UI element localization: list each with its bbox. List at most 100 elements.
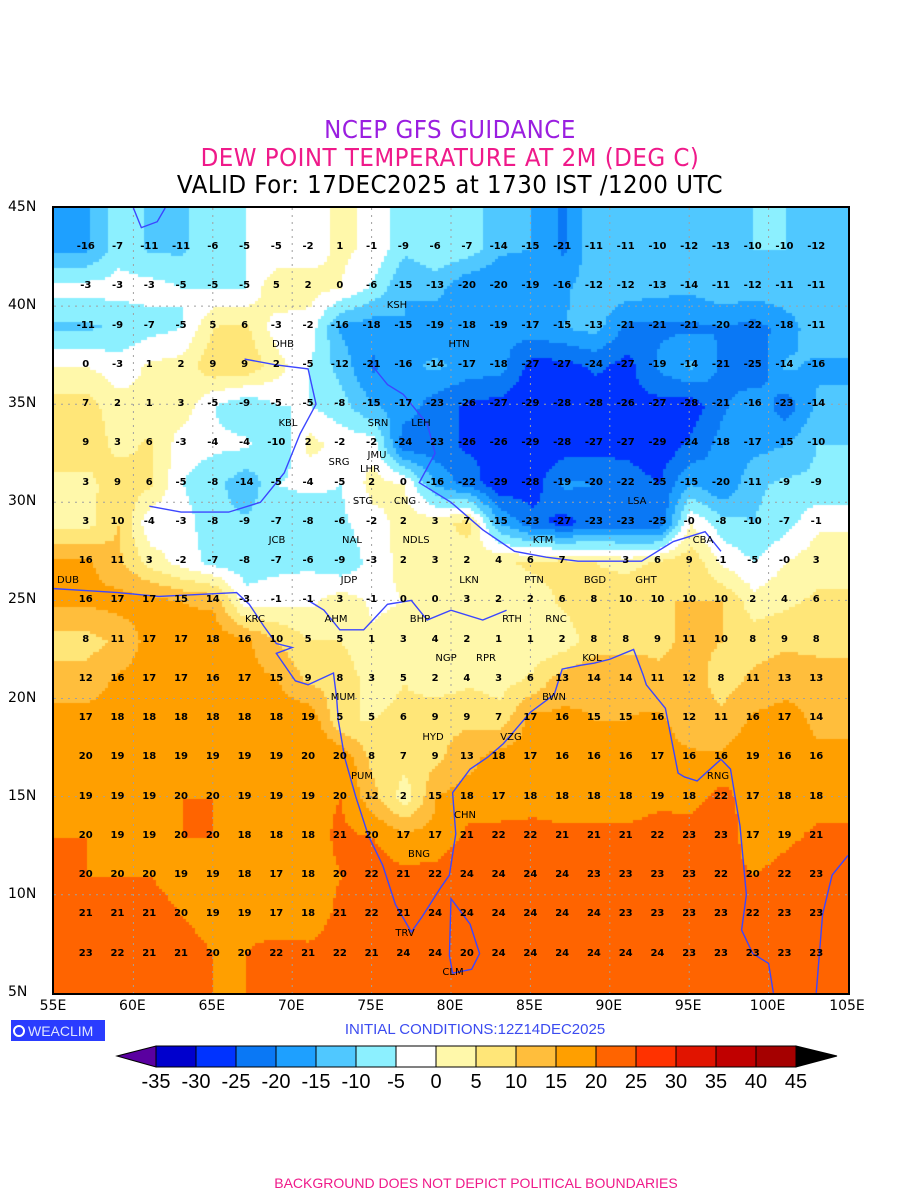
grid-value: -13	[426, 280, 445, 292]
grid-value: 24	[523, 908, 538, 920]
grid-value: -2	[302, 241, 314, 253]
grid-value: 9	[82, 437, 90, 449]
grid-value: -21	[680, 319, 699, 331]
grid-value: 9	[304, 672, 312, 684]
grid-value: 16	[78, 555, 93, 567]
grid-value: 18	[809, 790, 824, 802]
grid-value: 10	[682, 594, 697, 606]
colorbar-under-triangle	[115, 1045, 157, 1068]
grid-value: -9	[111, 319, 124, 331]
grid-value: 17	[396, 829, 411, 841]
grid-value: 24	[428, 947, 443, 959]
grid-value: 7	[558, 555, 566, 567]
grid-value: 17	[110, 594, 125, 606]
grid-value: -1	[366, 241, 378, 253]
grid-value: -13	[711, 241, 730, 253]
grid-value: -12	[616, 280, 635, 292]
grid-value: 16	[745, 712, 760, 724]
grid-value: -23	[775, 398, 794, 410]
grid-value: -18	[362, 319, 381, 331]
grid-value: 6	[653, 555, 661, 567]
grid-value: -3	[175, 437, 187, 449]
grid-value: 0	[336, 280, 344, 292]
grid-value: 12	[682, 672, 697, 684]
grid-value: 16	[682, 751, 697, 763]
grid-value: 1	[145, 358, 153, 370]
city-label: CLM	[442, 967, 464, 978]
grid-value: -18	[711, 437, 730, 449]
grid-value: -12	[680, 241, 699, 253]
longitude-label: 75E	[357, 998, 384, 1014]
grid-value: 10	[618, 594, 633, 606]
colorbar-label: 35	[704, 1071, 728, 1093]
grid-value: 23	[650, 908, 665, 920]
city-label: SRN	[367, 418, 389, 429]
city-label: KTM	[532, 535, 554, 546]
valid-time: VALID For: 17DEC2025 at 1730 IST /1200 U…	[176, 170, 724, 199]
grid-value: -5	[302, 358, 314, 370]
city-label: DUB	[57, 575, 79, 586]
grid-value: 16	[777, 751, 792, 763]
grid-value: -17	[521, 319, 540, 331]
city-label: LHR	[359, 464, 381, 475]
grid-value: -29	[521, 437, 540, 449]
grid-value: -29	[648, 437, 667, 449]
colorbar-label: -15	[301, 1071, 331, 1093]
grid-value: 21	[78, 908, 93, 920]
grid-value: 9	[431, 751, 439, 763]
grid-value: 13	[555, 672, 570, 684]
longitude-label: 55E	[39, 998, 67, 1014]
grid-value: -20	[457, 280, 476, 292]
grid-value: 20	[237, 947, 252, 959]
grid-value: -11	[775, 280, 794, 292]
grid-value: -11	[76, 319, 95, 331]
grid-value: 12	[78, 672, 93, 684]
latitude-label: 25N	[8, 591, 37, 608]
grid-value: 14	[586, 672, 601, 684]
grid-value: 20	[332, 790, 347, 802]
colorbar-label: 30	[664, 1071, 688, 1093]
grid-value: 20	[332, 869, 347, 881]
grid-value: 20	[142, 869, 157, 881]
grid-value: 6	[145, 437, 153, 449]
grid-value: 3	[812, 555, 820, 567]
grid-value: 5	[272, 280, 280, 292]
grid-value: 8	[368, 751, 376, 763]
grid-value: 1	[495, 633, 503, 645]
grid-value: -20	[711, 319, 730, 331]
grid-value: 16	[78, 594, 93, 606]
grid-value: 3	[495, 672, 503, 684]
grid-value: -22	[616, 476, 635, 488]
longitude-label: 95E	[674, 998, 702, 1014]
grid-value: -11	[743, 476, 762, 488]
grid-value: -16	[330, 319, 349, 331]
grid-value: -18	[457, 319, 476, 331]
grid-value: 5	[336, 633, 344, 645]
colorbar-swatch	[675, 1045, 717, 1068]
grid-value: -1	[810, 515, 822, 527]
grid-value: 21	[618, 829, 633, 841]
grid-value: -13	[584, 319, 603, 331]
logo-ring-icon	[13, 1024, 25, 1037]
city-label: JDP	[340, 575, 358, 586]
grid-value: -15	[362, 398, 381, 410]
grid-value: 11	[110, 555, 125, 567]
colorbar-label: -35	[141, 1071, 171, 1093]
grid-value: 18	[269, 829, 284, 841]
grid-value: 16	[205, 672, 220, 684]
grid-value: -2	[302, 319, 314, 331]
grid-value: 3	[399, 633, 407, 645]
grid-value: 13	[777, 672, 792, 684]
grid-value: 17	[174, 633, 188, 645]
grid-value: 22	[332, 947, 347, 959]
grid-value: -22	[743, 319, 762, 331]
grid-value: 18	[618, 790, 633, 802]
grid-value: -28	[584, 398, 603, 410]
grid-value: -15	[680, 476, 699, 488]
grid-value: 18	[174, 712, 188, 724]
city-label: HTN	[448, 339, 470, 350]
grid-value: -11	[140, 241, 159, 253]
grid-value: 19	[205, 751, 220, 763]
model-title: NCEP GFS GUIDANCE	[324, 115, 576, 144]
grid-value: -6	[334, 515, 346, 527]
